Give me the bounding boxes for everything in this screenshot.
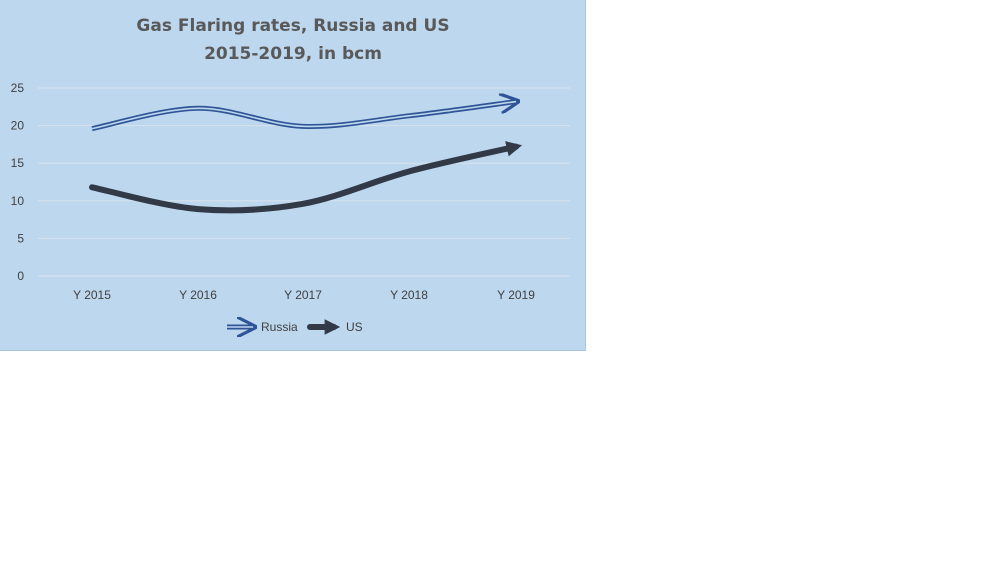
y-tick-label: 0 bbox=[17, 269, 24, 283]
series-line-russia-inner bbox=[91, 100, 517, 130]
x-tick-label: Y 2018 bbox=[390, 288, 428, 302]
chart-title: Gas Flaring rates, Russia and US 2015-20… bbox=[0, 12, 586, 68]
y-tick-label: 10 bbox=[11, 194, 25, 208]
legend-label-russia: Russia bbox=[261, 320, 298, 334]
x-tick-label: Y 2019 bbox=[497, 288, 535, 302]
y-tick-label: 20 bbox=[11, 119, 25, 133]
legend-label-us: US bbox=[346, 320, 363, 334]
series-line-russia bbox=[91, 102, 516, 132]
y-tick-label: 5 bbox=[17, 231, 24, 245]
y-tick-label: 15 bbox=[11, 156, 25, 170]
x-tick-label: Y 2017 bbox=[284, 288, 322, 302]
chart-panel: Gas Flaring rates, Russia and US 2015-20… bbox=[0, 0, 586, 351]
x-tick-label: Y 2015 bbox=[73, 288, 111, 302]
x-tick-label: Y 2016 bbox=[179, 288, 217, 302]
chart-title-line-1: Gas Flaring rates, Russia and US bbox=[136, 16, 450, 36]
chart-plot: 0 5 10 15 20 25 Y 2015 Y 2016 Y 2017 Y 2018 Y 2019… bbox=[11, 81, 570, 351]
chart-title-line-2: 2015-2019, in bcm bbox=[204, 44, 382, 64]
y-tick-label: 25 bbox=[11, 81, 25, 95]
series-line-us bbox=[89, 141, 523, 214]
